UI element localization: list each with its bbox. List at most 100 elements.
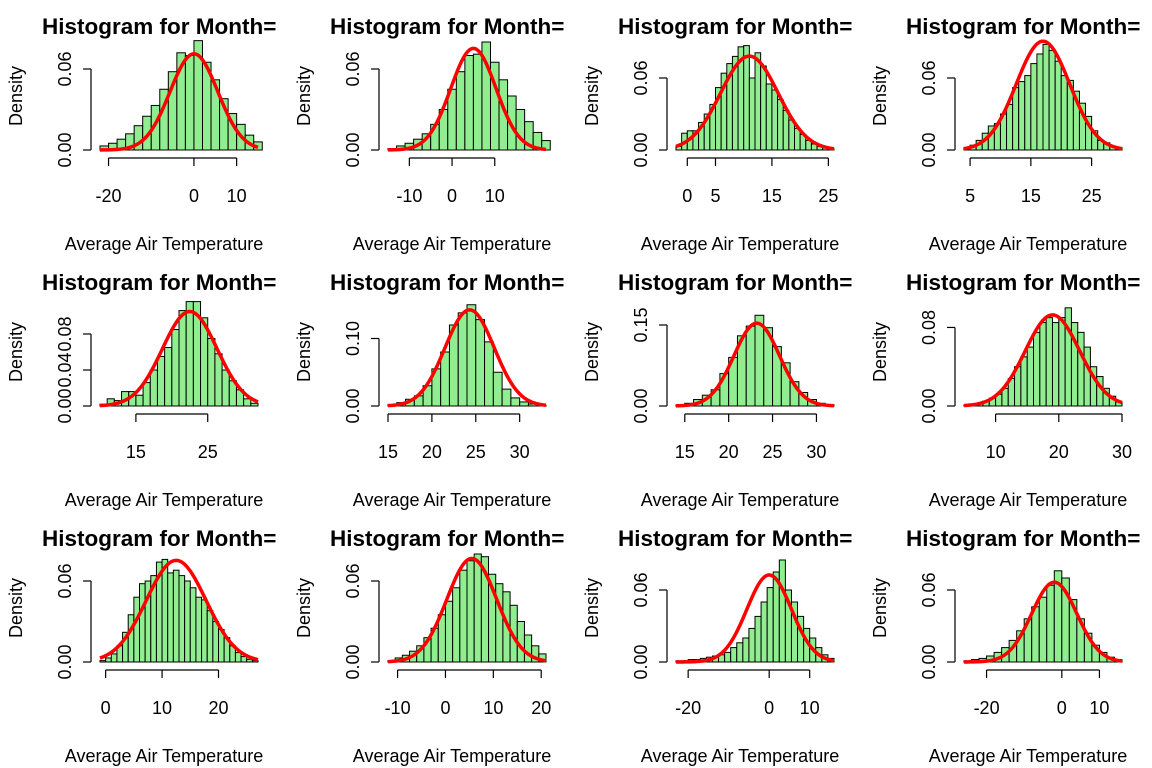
x-tick-label: 20	[422, 442, 442, 462]
histogram-bar	[473, 553, 482, 663]
histogram-bar	[105, 657, 112, 663]
x-axis-label: Average Air Temperature	[929, 490, 1127, 510]
x-tick-label: -10	[385, 698, 411, 718]
x-tick-label: 10	[485, 186, 505, 206]
histogram-bar	[743, 45, 750, 151]
x-tick-label: 10	[1089, 698, 1109, 718]
chart-title: Histogram for Month=	[42, 270, 276, 295]
x-tick-label: 0	[1057, 698, 1067, 718]
x-tick-label: 25	[818, 186, 838, 206]
histogram-bar	[1048, 49, 1056, 151]
x-axis-label: Average Air Temperature	[65, 746, 263, 766]
histogram-bar	[778, 559, 786, 663]
histogram-bar	[214, 353, 223, 407]
histogram-bar	[1051, 322, 1060, 407]
histogram-bar	[135, 394, 144, 407]
y-tick-label: 0.10	[343, 321, 363, 356]
normal-density-curve	[387, 308, 547, 408]
histogram-bar	[464, 55, 474, 151]
histogram-bar	[240, 656, 248, 663]
x-tick-label: -20	[974, 698, 1000, 718]
histogram-bar	[766, 587, 774, 663]
y-tick-label: 0.06	[55, 563, 75, 598]
normal-density-curve	[99, 52, 259, 152]
normal-density-curve	[387, 556, 547, 664]
y-tick-label: 0.06	[631, 572, 651, 607]
histogram-bar	[1038, 596, 1048, 663]
y-axis-label: Density	[6, 66, 26, 126]
histogram-bar	[195, 596, 203, 663]
histogram-svg: Histogram for Month= -20 0 10 0.00 0.06 Averag…	[582, 526, 852, 766]
y-axis-label: Density	[582, 66, 602, 126]
histogram-bar	[472, 53, 483, 151]
y-axis-label: Density	[6, 578, 26, 638]
x-tick-label: 20	[531, 698, 551, 718]
histogram-bar	[167, 572, 174, 663]
histogram-panel: Histogram for Month= -20 0 10 0.00 0.06 Averag…	[0, 0, 288, 256]
histogram-bar	[189, 587, 197, 663]
histogram-bar	[736, 642, 744, 663]
x-tick-label: 0	[101, 698, 111, 718]
y-axis-label: Density	[294, 578, 314, 638]
histogram-bar	[234, 652, 242, 663]
histogram-svg: Histogram for Month= -10 0 10 20 0.00 0.06 Aver…	[294, 526, 564, 766]
histogram-bar	[459, 569, 468, 663]
chart-title: Histogram for Month=	[618, 526, 852, 551]
x-tick-label: 15	[762, 186, 782, 206]
histogram-bar	[1026, 346, 1035, 407]
x-axis-label: Average Air Temperature	[65, 234, 263, 254]
histogram-bar	[765, 83, 773, 151]
x-tick-label: 0	[189, 186, 199, 206]
histogram-panel: Histogram for Month= 15 20 25 30 0.00 0.10 Aver…	[288, 256, 576, 512]
y-axis-label: Density	[294, 66, 314, 126]
histogram-bar	[1077, 331, 1085, 407]
normal-density-curve	[99, 309, 259, 408]
normal-density-curve	[675, 573, 835, 664]
histogram-bar	[1064, 307, 1072, 407]
normal-density-curve	[675, 54, 835, 151]
y-tick-label: 0.15	[631, 307, 651, 342]
x-axis-label: Average Air Temperature	[353, 490, 551, 510]
histogram-panel: Histogram for Month= 15 20 25 30 0.00 0.15 Aver…	[576, 256, 864, 512]
histogram-svg: Histogram for Month= 5 15 25 0.00 0.06 Average…	[870, 14, 1140, 254]
histogram-bar	[754, 615, 762, 663]
x-tick-label: 15	[675, 442, 695, 462]
histogram-bar	[178, 575, 186, 663]
x-tick-label: 25	[466, 442, 486, 462]
y-tick-label: 0.00	[631, 644, 651, 679]
normal-density-curve	[99, 558, 259, 662]
x-tick-label: 30	[510, 442, 530, 462]
histogram-bar	[1012, 87, 1020, 151]
x-tick-label: 10	[986, 442, 1006, 462]
x-tick-label: 15	[1021, 186, 1041, 206]
histogram-bar	[730, 647, 738, 663]
x-tick-label: 25	[198, 442, 218, 462]
histogram-bar	[772, 571, 780, 663]
chart-title: Histogram for Month=	[330, 526, 564, 551]
histogram-bar	[492, 371, 503, 407]
y-tick-label: 0.00	[55, 388, 75, 423]
histogram-bar	[156, 356, 166, 407]
histogram-bar	[142, 382, 151, 407]
y-axis-label: Density	[870, 66, 890, 126]
histogram-bar	[99, 660, 107, 663]
histogram-panel: Histogram for Month= -10 0 10 20 0.00 0.06 Aver…	[288, 512, 576, 768]
x-tick-label: 0	[440, 698, 450, 718]
chart-title: Histogram for Month=	[42, 14, 276, 39]
histogram-bar	[184, 55, 195, 151]
chart-title: Histogram for Month=	[906, 14, 1140, 39]
y-tick-label: 0.08	[919, 310, 939, 345]
histogram-bar	[754, 52, 762, 151]
x-axis-label: Average Air Temperature	[641, 746, 839, 766]
x-tick-label: 10	[152, 698, 172, 718]
y-tick-label: 0.06	[631, 60, 651, 95]
y-tick-label: 0.04	[55, 352, 75, 387]
histogram-bar	[466, 560, 475, 663]
histogram-bar	[250, 402, 259, 407]
chart-title: Histogram for Month=	[330, 270, 564, 295]
y-tick-label: 0.06	[343, 51, 363, 86]
x-tick-label: 25	[763, 442, 783, 462]
histogram-svg: Histogram for Month= -20 0 10 0.00 0.06 Averag…	[6, 14, 276, 254]
histogram-svg: Histogram for Month= 0 10 20 0.00 0.06 Average…	[6, 526, 276, 766]
histogram-bar	[440, 351, 450, 407]
